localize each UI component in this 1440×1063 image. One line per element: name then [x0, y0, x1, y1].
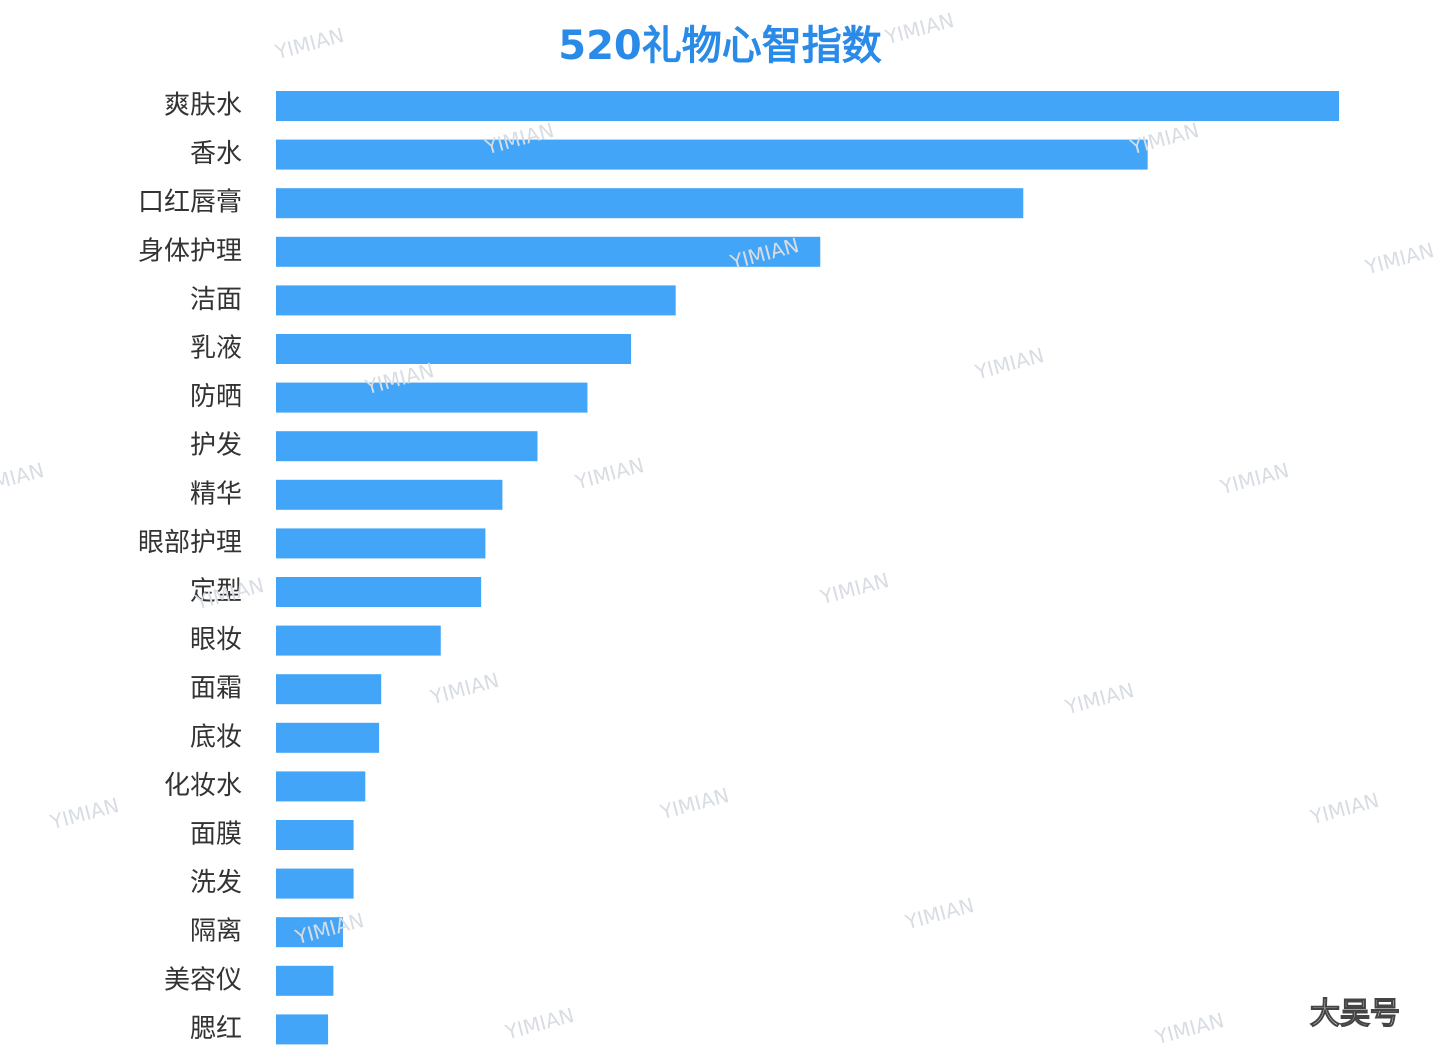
category-label: 精华: [190, 479, 242, 509]
bar: [276, 965, 334, 996]
category-label: 香水: [190, 139, 242, 169]
category-label: 底妆: [190, 722, 242, 752]
bar: [276, 577, 482, 607]
category-label: 洁面: [190, 285, 242, 315]
bar: [276, 674, 382, 705]
category-label: 乳液: [190, 334, 242, 364]
category-label: 眼妆: [190, 625, 242, 655]
category-label: 眼部护理: [138, 528, 242, 558]
watermark: YIMIAN: [572, 453, 647, 495]
category-label: 定型: [190, 577, 242, 607]
watermark: YIMIAN: [817, 568, 892, 610]
bar: [276, 625, 441, 656]
watermark: YIMIAN: [1127, 118, 1202, 160]
bar: [276, 431, 538, 462]
bar: [276, 1014, 329, 1045]
watermark: YIMIAN: [0, 458, 46, 500]
bar: [276, 91, 1339, 121]
category-label: 美容仪: [164, 965, 242, 995]
category-label: 爽肤水: [164, 91, 242, 121]
watermark: YIMIAN: [1062, 678, 1137, 720]
watermark: YIMIAN: [972, 343, 1047, 385]
category-label: 面膜: [190, 820, 242, 850]
category-label: 防晒: [190, 382, 242, 412]
category-label: 洗发: [190, 868, 242, 898]
bar: [276, 771, 366, 802]
watermark: YIMIAN: [502, 1003, 577, 1045]
source-mark: 大吴号: [1310, 997, 1400, 1032]
watermark: YIMIAN: [1307, 788, 1382, 830]
watermark: YIMIAN: [1152, 1008, 1227, 1050]
bar: [276, 188, 1024, 219]
bar: [276, 479, 503, 510]
bar: [276, 722, 380, 753]
bar: [276, 528, 486, 559]
bar: [276, 382, 588, 413]
category-label: 身体护理: [138, 236, 242, 266]
bar: [276, 868, 354, 899]
bar: [276, 139, 1148, 170]
watermark: YIMIAN: [272, 23, 347, 65]
chart-title: 520礼物心智指数: [558, 23, 882, 69]
category-label: 隔离: [190, 917, 242, 947]
category-label: 腮红: [190, 1014, 242, 1044]
watermark: YIMIAN: [1362, 238, 1437, 280]
category-label: 护发: [190, 431, 242, 461]
bar: [276, 820, 354, 850]
bar: [276, 236, 821, 267]
category-label: 面霜: [190, 674, 242, 704]
watermark: YIMIAN: [1217, 458, 1292, 500]
watermark: YIMIAN: [427, 668, 502, 710]
bar: [276, 285, 676, 316]
bar: [276, 917, 343, 948]
category-label: 化妆水: [164, 771, 242, 801]
bar: [276, 334, 632, 364]
watermark: YIMIAN: [657, 783, 732, 825]
watermark: YIMIAN: [902, 893, 977, 935]
watermark: YIMIAN: [882, 8, 957, 50]
watermark: YIMIAN: [47, 793, 122, 835]
category-label: 口红唇膏: [138, 188, 242, 218]
